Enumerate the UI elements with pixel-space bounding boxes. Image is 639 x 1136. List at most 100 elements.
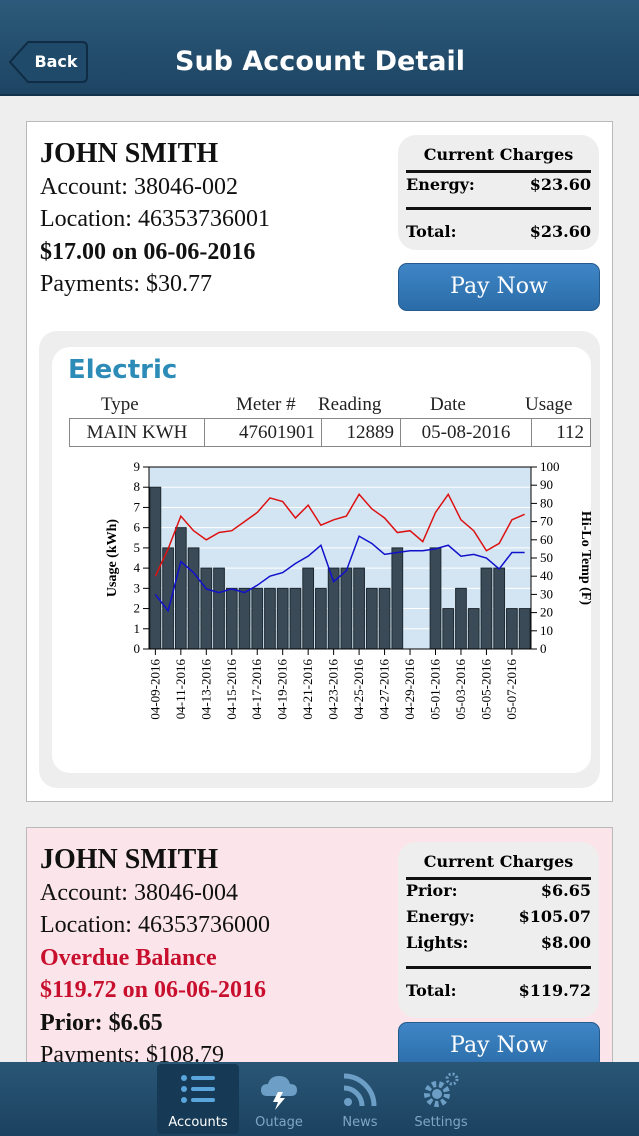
usage-bar [264,587,276,650]
overdue-amount-due: $119.72 on 06-06-2016 [40,977,267,1003]
tab-bar: Accounts Outage News Settings [0,1062,639,1136]
y2-axis-label: Hi-Lo Temp (F) [578,511,591,605]
current-charges-title: Current Charges [423,145,574,164]
y-tick-label: 1 [134,621,141,636]
y2-tick-label: 50 [540,550,553,565]
charge-label: Prior: [406,881,458,900]
charge-row: Prior: $6.65 [406,880,591,902]
x-tick-label: 04-23-2016 [326,659,341,720]
usage-temperature-chart: 0123456789010203040506070809010004-09-20… [105,459,591,720]
x-tick-label: 04-09-2016 [147,659,162,720]
account-holder-name: JOHN SMITH [40,844,219,875]
x-tick-label: 04-25-2016 [351,659,366,720]
reading-usage: 112 [556,422,584,443]
total-value: $119.72 [518,981,591,1000]
usage-bar [187,547,200,650]
usage-bar [467,608,480,650]
account-location: Location: 46353736001 [40,206,270,232]
usage-bar [480,567,493,650]
temp-line-hi [154,492,525,577]
x-tick-label: 04-21-2016 [300,659,315,720]
divider [406,170,591,173]
usage-bar [200,567,213,650]
overdue-balance-label: Overdue Balance [40,944,217,971]
account-location: Location: 46353736000 [40,912,270,938]
account-number: Account: 38046-002 [40,173,238,200]
charge-label: Energy: [406,175,475,194]
y2-tick-label: 100 [540,459,560,474]
usage-bar [225,587,238,650]
sub-account-card: JOHN SMITH Account: 38046-002 Location: … [26,121,613,802]
y2-tick-label: 90 [540,477,553,492]
tab-label: Accounts [168,1115,228,1130]
tab-label: Outage [255,1115,303,1130]
usage-bar [174,527,187,650]
electric-section: Electric Type Meter # Reading Date Usage… [39,331,600,788]
meter-number: 47601901 [239,422,315,443]
charge-row: Energy: $23.60 [406,174,591,196]
tab-settings[interactable]: Settings [400,1064,482,1134]
usage-bar [340,567,353,650]
list-icon [181,1075,215,1103]
usage-bar [506,608,518,650]
current-charges-panel: Current Charges Energy: $23.60 Total: $2… [398,135,599,250]
tab-label: Settings [414,1115,468,1130]
x-tick-label: 05-03-2016 [453,659,468,720]
col-header-reading: Reading [318,394,382,415]
charge-value: $8.00 [540,933,591,952]
meter-reading-row: MAIN KWH 47601901 12889 05-08-2016 112 [69,418,591,447]
usage-bar [429,547,442,650]
charge-row: Lights: $8.00 [406,932,591,954]
divider [531,419,532,446]
meter-reading: 12889 [346,422,395,443]
y2-tick-label: 10 [540,623,553,638]
charge-value: $23.60 [529,175,591,194]
meter-type: MAIN KWH [86,422,188,443]
y2-tick-label: 20 [540,605,553,620]
pay-now-button[interactable]: Pay Now [398,263,600,311]
x-tick-label: 04-27-2016 [377,659,392,720]
x-tick-label: 04-13-2016 [198,659,213,720]
rss-icon [343,1073,377,1107]
x-tick-label: 04-15-2016 [224,659,239,720]
account-holder-name: JOHN SMITH [40,138,219,169]
y2-tick-label: 30 [540,586,553,601]
total-label: Total: [406,222,457,241]
charge-label: Lights: [406,933,469,952]
gears-icon [424,1072,459,1107]
back-button[interactable]: Back [8,40,88,84]
usage-bar [365,587,378,650]
current-charges-panel: Current Charges Prior: $6.65 Energy: $10… [398,842,599,1018]
usage-bar [493,567,506,650]
back-button-shape [8,41,88,83]
y2-tick-label: 70 [540,514,553,529]
col-header-meter: Meter # [236,394,296,415]
y-tick-label: 6 [134,520,141,535]
x-tick-label: 04-19-2016 [275,659,290,720]
tab-accounts[interactable]: Accounts [157,1064,239,1134]
y-tick-label: 4 [134,560,141,575]
prior-balance: Prior: $6.65 [40,1009,163,1036]
x-tick-label: 04-29-2016 [402,659,417,720]
electric-panel: Electric Type Meter # Reading Date Usage… [52,347,591,773]
x-tick-label: 04-17-2016 [249,659,264,720]
divider [400,419,401,446]
usage-bar [238,587,251,650]
tab-news[interactable]: News [319,1064,401,1134]
reading-date: 05-08-2016 [421,422,511,443]
usage-bar [276,587,289,650]
sub-account-card: JOHN SMITH Account: 38046-004 Location: … [26,827,613,1087]
col-header-type: Type [101,394,139,415]
tab-label: News [342,1115,378,1130]
tab-outage[interactable]: Outage [238,1064,320,1134]
divider [321,419,322,446]
col-header-usage: Usage [525,394,573,415]
divider [406,966,591,969]
divider [204,419,205,446]
divider [406,207,591,210]
page-title: Sub Account Detail [175,46,465,77]
payments: Payments: $30.77 [40,271,212,297]
usage-bar [391,547,404,650]
usage-bar [442,608,455,650]
y-tick-label: 3 [134,580,141,595]
